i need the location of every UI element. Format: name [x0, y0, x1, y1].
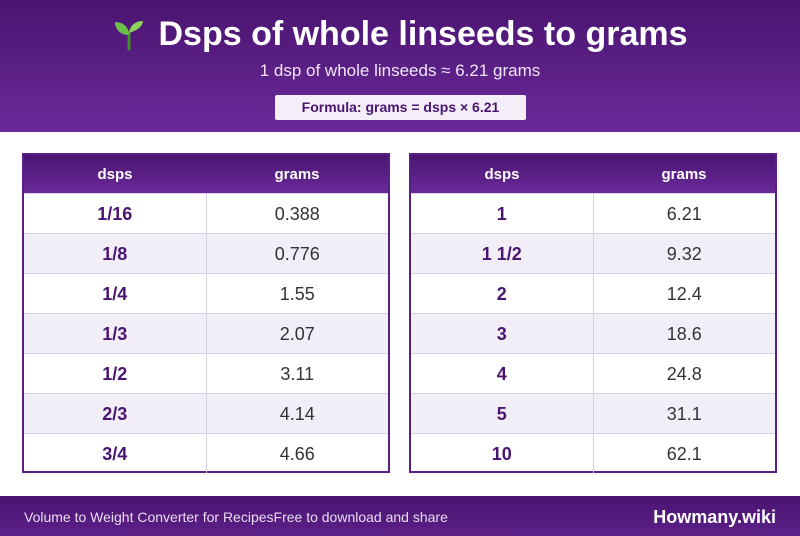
column-header-dsps: dsps — [484, 166, 520, 183]
grams-cell: 18.6 — [666, 324, 702, 344]
table-row: 1/3 2.07 — [24, 313, 388, 353]
grams-cell: 12.4 — [666, 284, 702, 304]
conversion-subtitle: 1 dsp of whole linseeds ≈ 6.21 grams — [259, 61, 541, 80]
dsps-cell: 3/4 — [24, 434, 207, 473]
table-row: 1/8 0.776 — [24, 233, 388, 273]
grams-cell: 4.14 — [279, 404, 315, 424]
dsps-cell: 1/3 — [24, 314, 207, 353]
table-row: 2 12.4 — [411, 273, 775, 313]
grams-cell: 0.388 — [274, 204, 320, 224]
dsps-cell: 2 — [411, 274, 594, 313]
table-row: 10 62.1 — [411, 433, 775, 473]
table-header: dsps grams — [24, 155, 388, 193]
dsps-cell: 10 — [411, 434, 594, 473]
grams-cell: 6.21 — [666, 204, 702, 224]
page-title: Dsps of whole linseeds to grams — [158, 15, 688, 53]
dsps-cell: 1/4 — [24, 274, 207, 313]
dsps-cell: 1/8 — [24, 234, 207, 273]
grams-cell: 0.776 — [274, 244, 320, 264]
grams-cell: 62.1 — [666, 444, 702, 464]
table-row: 1 1/2 9.32 — [411, 233, 775, 273]
column-header-dsps: dsps — [97, 166, 133, 183]
formula-badge: Formula: grams = dsps × 6.21 — [275, 95, 526, 120]
table-row: 1/16 0.388 — [24, 193, 388, 233]
column-header-grams: grams — [661, 166, 707, 183]
footer-brand-link[interactable]: Howmany.wiki — [653, 507, 776, 527]
grams-cell: 1.55 — [279, 284, 315, 304]
page-title-wrapper: Dsps of whole linseeds to grams — [0, 14, 800, 54]
dsps-cell: 1/2 — [24, 354, 207, 393]
table-row: 1/2 3.11 — [24, 353, 388, 393]
grams-cell: 9.32 — [666, 244, 702, 264]
dsps-cell: 5 — [411, 394, 594, 433]
table-row: 3 18.6 — [411, 313, 775, 353]
dsps-cell: 1 — [411, 194, 594, 233]
table-row: 4 24.8 — [411, 353, 775, 393]
table-row: 5 31.1 — [411, 393, 775, 433]
grams-cell: 4.66 — [279, 444, 315, 464]
seedling-icon — [115, 21, 144, 51]
conversion-table-left: dsps grams 1/16 0.388 1/8 0.776 1/4 1.55… — [22, 153, 390, 473]
table-row: 1 6.21 — [411, 193, 775, 233]
grams-cell: 31.1 — [666, 404, 702, 424]
dsps-cell: 1/16 — [24, 194, 207, 233]
table-header: dsps grams — [411, 155, 775, 193]
dsps-cell: 1 1/2 — [411, 234, 594, 273]
dsps-cell: 3 — [411, 314, 594, 353]
conversion-table-right: dsps grams 1 6.21 1 1/2 9.32 2 12.4 3 18… — [409, 153, 777, 473]
column-header-grams: grams — [274, 166, 320, 183]
dsps-cell: 2/3 — [24, 394, 207, 433]
table-row: 3/4 4.66 — [24, 433, 388, 473]
footer-bar: Volume to Weight Converter for RecipesFr… — [0, 496, 800, 536]
grams-cell: 3.11 — [280, 364, 315, 384]
dsps-cell: 4 — [411, 354, 594, 393]
grams-cell: 2.07 — [279, 324, 315, 344]
table-row: 2/3 4.14 — [24, 393, 388, 433]
table-row: 1/4 1.55 — [24, 273, 388, 313]
header-banner: Dsps of whole linseeds to grams 1 dsp of… — [0, 0, 800, 132]
grams-cell: 24.8 — [666, 364, 702, 384]
footer-tagline: Volume to Weight Converter for RecipesFr… — [24, 509, 448, 525]
